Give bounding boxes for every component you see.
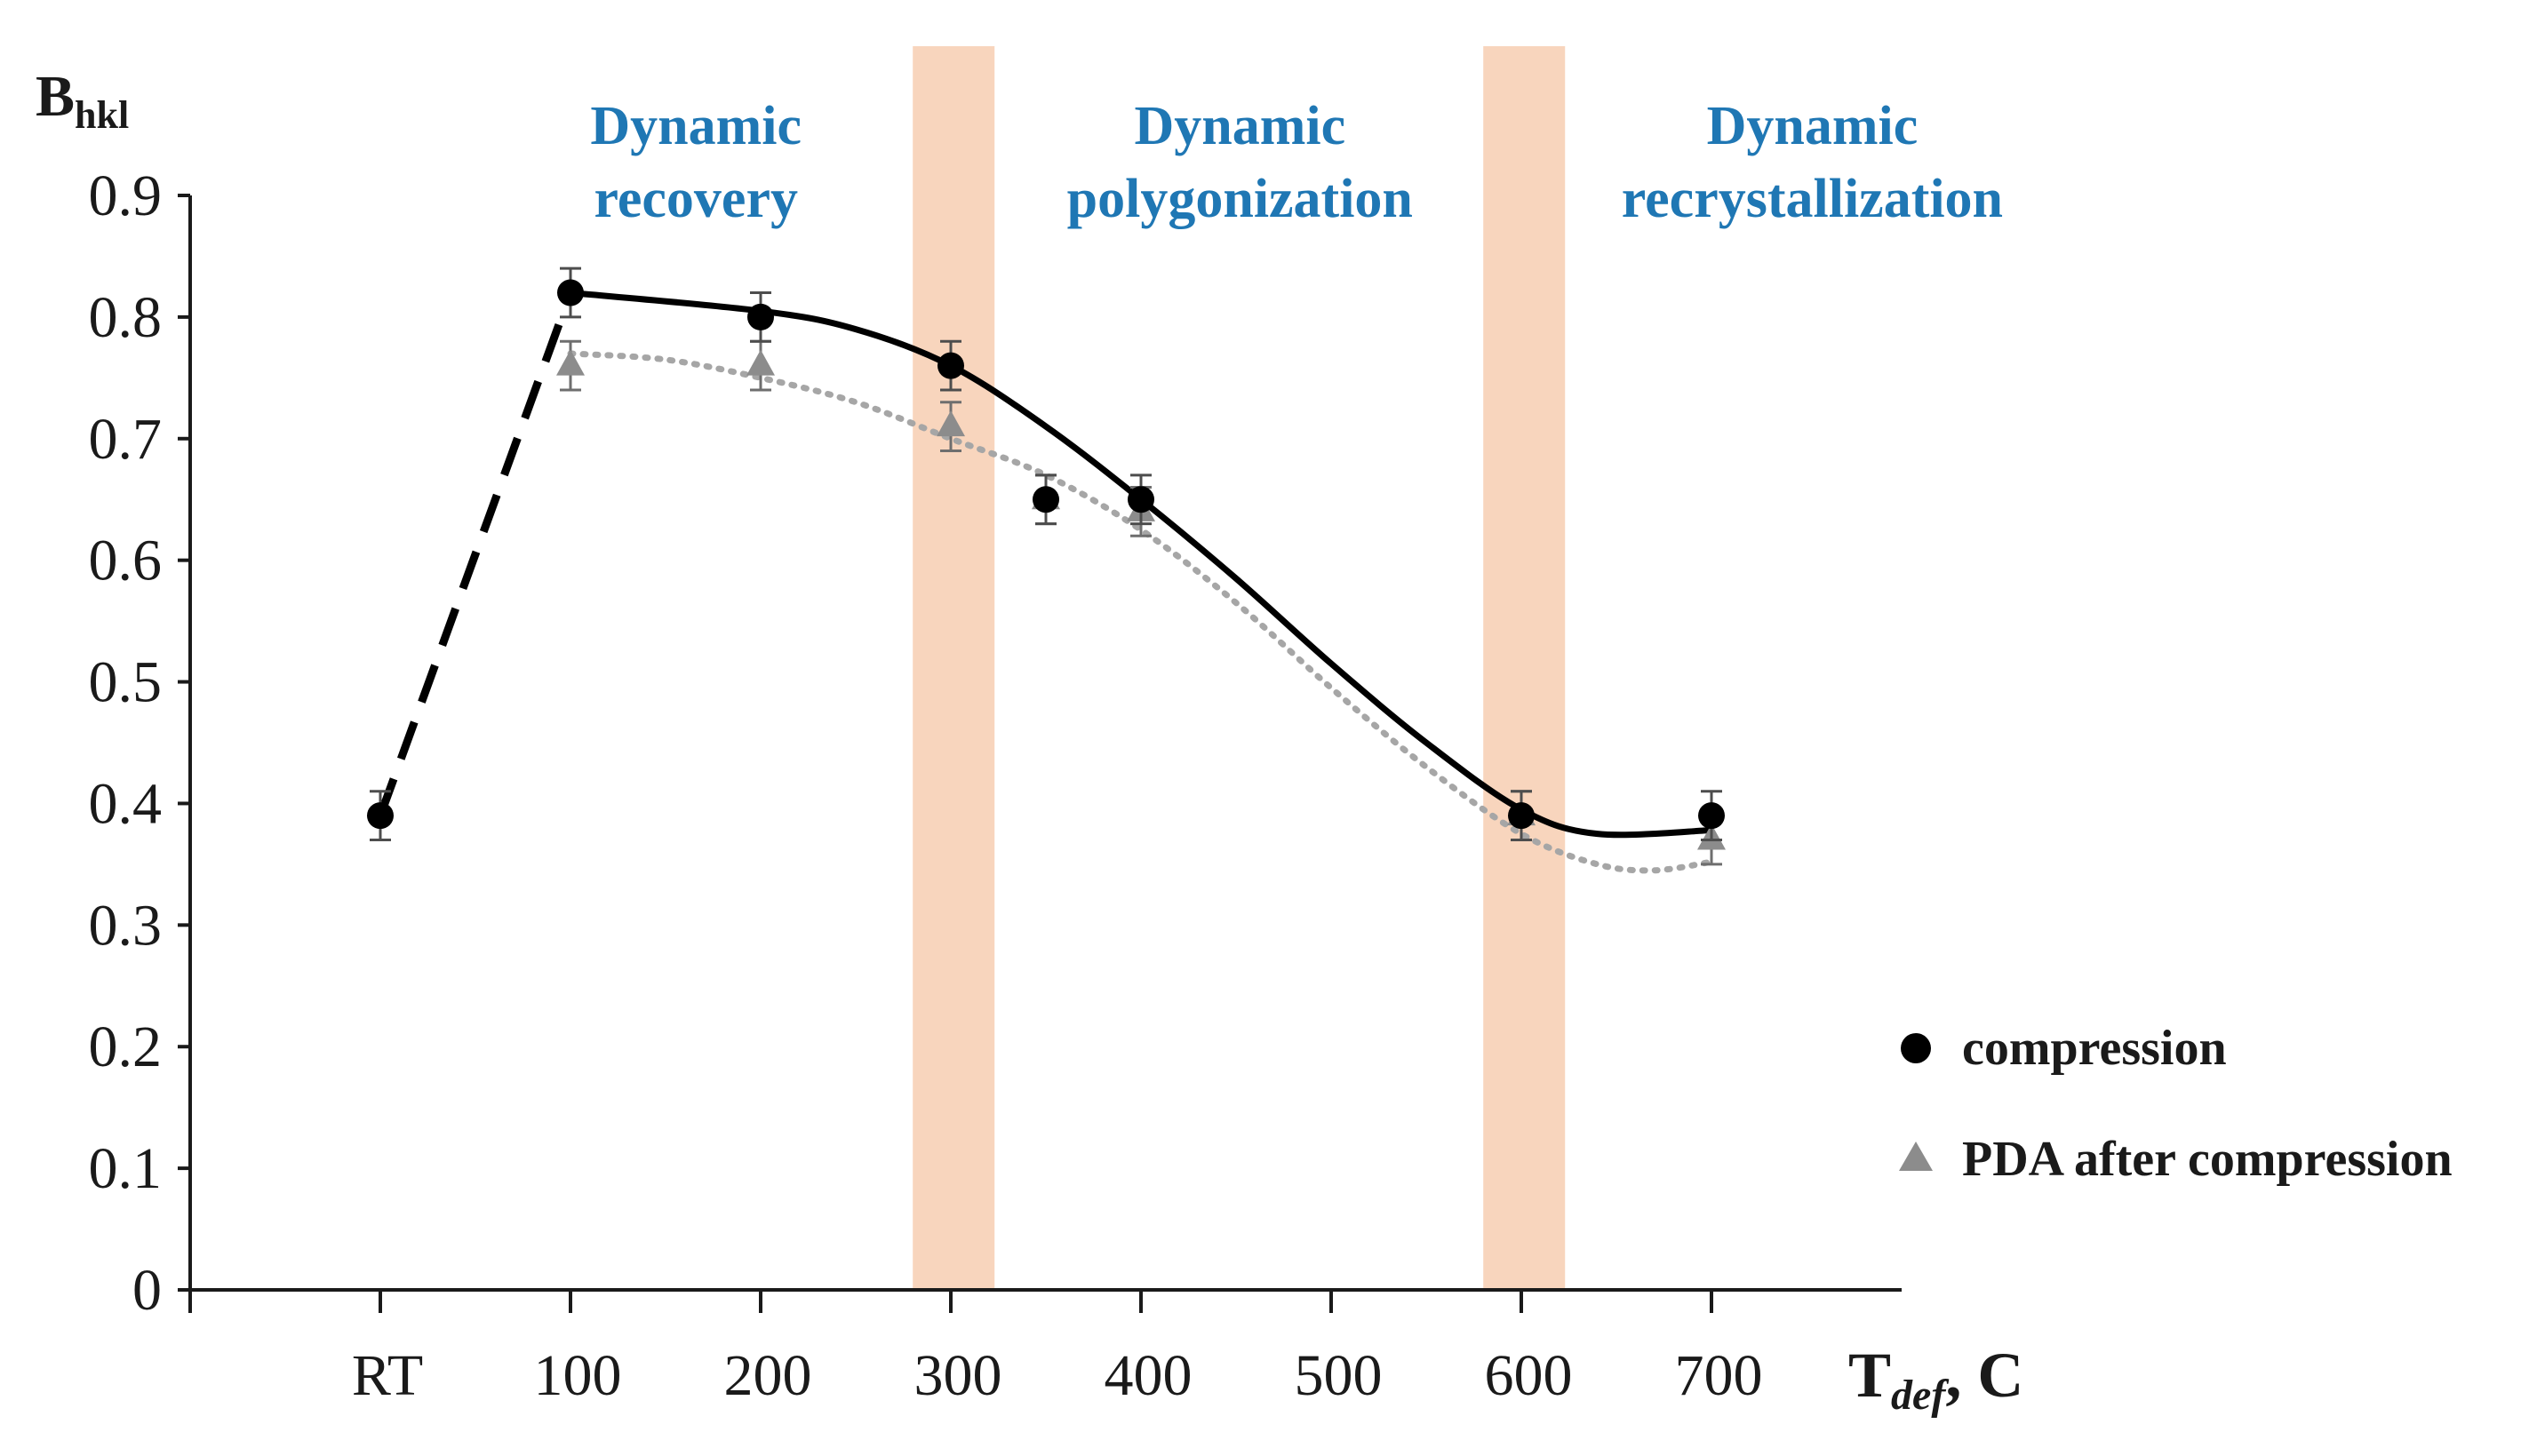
y-axis-label-main: B — [36, 64, 75, 129]
y-tick-label-6: 0.6 — [89, 529, 163, 593]
y-tick-label-2: 0.2 — [89, 1014, 163, 1079]
y-tick-label-0: 0 — [132, 1258, 162, 1323]
y-tick-label-5: 0.5 — [89, 650, 163, 715]
y-axis-label-sub: hkl — [75, 93, 129, 137]
y-tick-label-9: 0.9 — [89, 163, 163, 228]
x-tick-label-6: 600 — [1485, 1343, 1573, 1408]
legend-label-compression: compression — [1962, 1021, 2227, 1076]
x-tick-label-1: 100 — [534, 1343, 622, 1408]
compression-point-7 — [1698, 802, 1725, 830]
x-axis-label-main: T — [1848, 1340, 1891, 1411]
x-tick-label-3: 300 — [914, 1343, 1002, 1408]
y-tick-label-3: 0.3 — [89, 893, 163, 958]
region-label-2-line1: Dynamic — [1707, 96, 1919, 156]
compression-point-0 — [367, 802, 394, 830]
compression-point-5 — [1128, 486, 1154, 513]
x-tick-label-5: 500 — [1295, 1343, 1383, 1408]
region-labels-layer: Dynamic recovery Dynamic polygonization Dyna… — [590, 96, 2003, 229]
pda-point-0 — [556, 349, 585, 376]
x-axis-label-unit: , C — [1945, 1340, 2023, 1411]
x-axis-label-sub: def — [1891, 1372, 1949, 1419]
ticks-layer: 0 0.1 0.2 0.3 0.4 0.5 0.6 0.7 0.8 0.9 RT 100 200 300 4… — [89, 163, 1763, 1408]
band-layer — [913, 46, 1566, 1290]
legend-marker-pda — [1899, 1142, 1933, 1171]
y-axis-label: Bhkl — [36, 64, 129, 137]
data-points-layer — [367, 267, 1726, 866]
y-tick-label-1: 0.1 — [89, 1136, 163, 1201]
compression-point-3 — [937, 352, 964, 379]
labels-layer: Bhkl Tdef, C — [36, 64, 2023, 1419]
compression-point-1 — [557, 279, 584, 306]
x-tick-label-0: RT — [352, 1343, 423, 1408]
pda-point-1 — [746, 349, 775, 376]
x-tick-label-2: 200 — [724, 1343, 812, 1408]
x-tick-label-4: 400 — [1105, 1343, 1193, 1408]
transition-band-1 — [1483, 46, 1566, 1290]
legend-label-pda: PDA after compression — [1962, 1132, 2453, 1187]
pda-point-2 — [937, 410, 965, 437]
legend: compression PDA after compression — [1899, 1021, 2453, 1187]
y-tick-label-8: 0.8 — [89, 285, 163, 350]
legend-marker-compression — [1901, 1033, 1931, 1063]
region-label-1-line1: Dynamic — [1134, 96, 1345, 156]
x-axis-label: Tdef, C — [1848, 1340, 2023, 1419]
compression-point-4 — [1033, 486, 1059, 513]
region-label-1-line2: polygonization — [1067, 169, 1413, 229]
compression-point-2 — [747, 303, 774, 330]
x-tick-label-7: 700 — [1675, 1343, 1763, 1408]
transition-band-0 — [913, 46, 995, 1290]
region-label-2-line2: recrystallization — [1622, 169, 2003, 229]
dashed-line-compression — [376, 290, 575, 817]
compression-point-6 — [1508, 802, 1535, 830]
y-tick-label-4: 0.4 — [89, 771, 163, 836]
y-tick-label-7: 0.7 — [89, 407, 163, 472]
axes-layer — [188, 195, 1902, 1292]
region-label-0-line2: recovery — [594, 169, 797, 229]
trend-line-pda — [567, 350, 1715, 874]
region-label-0-line1: Dynamic — [590, 96, 802, 156]
